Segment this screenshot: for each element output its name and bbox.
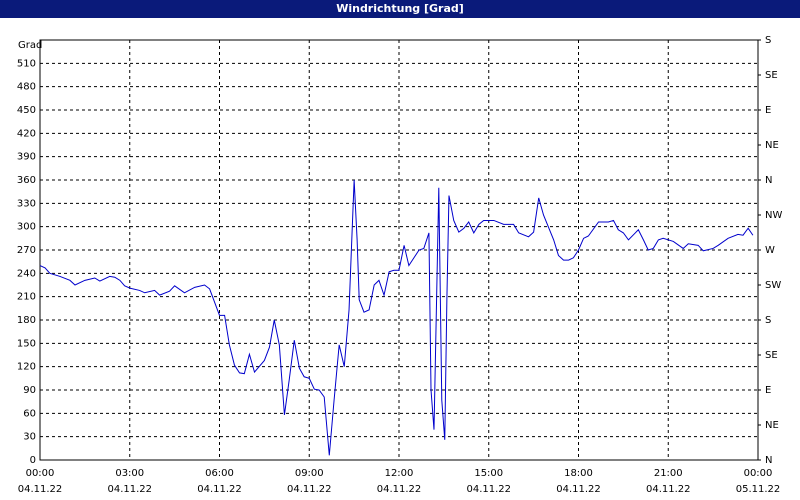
y2-tick-label: S: [765, 35, 771, 46]
y-tick-label: 450: [17, 105, 36, 116]
x-tick-label: 00:00: [744, 468, 773, 479]
y2-tick-label: SE: [765, 350, 778, 361]
y2-tick-label: SW: [765, 280, 781, 291]
x-tick-label: 12:00: [385, 468, 414, 479]
y-tick-label: 210: [17, 292, 36, 303]
x-tick-date: 04.11.22: [107, 484, 152, 495]
title-bar: [0, 0, 800, 18]
x-tick-label: 06:00: [205, 468, 234, 479]
x-tick-label: 03:00: [115, 468, 144, 479]
data-line: [39, 179, 754, 456]
y-tick-label: 510: [17, 58, 36, 69]
x-tick-date: 04.11.22: [556, 484, 601, 495]
y2-tick-label: W: [765, 245, 775, 256]
x-tick-date: 04.11.22: [197, 484, 242, 495]
y2-tick-label: NE: [765, 420, 779, 431]
x-tick-label: 21:00: [654, 468, 683, 479]
y-tick-label: 60: [23, 408, 36, 419]
x-tick-label: 00:00: [26, 468, 55, 479]
y2-tick-label: N: [765, 455, 772, 466]
x-tick-date: 04.11.22: [377, 484, 422, 495]
y-tick-label: 180: [17, 315, 36, 326]
y2-tick-label: N: [765, 175, 772, 186]
y2-tick-label: NW: [765, 210, 782, 221]
x-tick-label: 15:00: [474, 468, 503, 479]
y-tick-label: 300: [17, 222, 36, 233]
y-tick-label: 30: [23, 432, 36, 443]
y-tick-label: 240: [17, 268, 36, 279]
x-tick-date: 04.11.22: [646, 484, 691, 495]
chart-title: Windrichtung [Grad]: [336, 2, 464, 15]
y-tick-label: 330: [17, 198, 36, 209]
y-tick-label: 150: [17, 338, 36, 349]
y2-tick-label: SE: [765, 70, 778, 81]
y-tick-label: 360: [17, 175, 36, 186]
y-tick-label: 120: [17, 362, 36, 373]
x-tick-date: 04.11.22: [287, 484, 332, 495]
x-tick-date: 05.11.22: [736, 484, 781, 495]
y2-tick-label: E: [765, 385, 771, 396]
y-tick-label: 90: [23, 385, 36, 396]
y-tick-label: 0: [30, 455, 36, 466]
x-tick-date: 04.11.22: [466, 484, 511, 495]
y-tick-label: 390: [17, 152, 36, 163]
y2-tick-label: S: [765, 315, 771, 326]
x-tick-date: 04.11.22: [18, 484, 63, 495]
y-axis-label: Grad: [18, 40, 42, 51]
y-tick-label: 270: [17, 245, 36, 256]
y2-tick-label: NE: [765, 140, 779, 151]
x-tick-label: 09:00: [295, 468, 324, 479]
y-tick-label: 480: [17, 82, 36, 93]
y2-tick-label: E: [765, 105, 771, 116]
y-tick-label: 420: [17, 128, 36, 139]
x-tick-label: 18:00: [564, 468, 593, 479]
